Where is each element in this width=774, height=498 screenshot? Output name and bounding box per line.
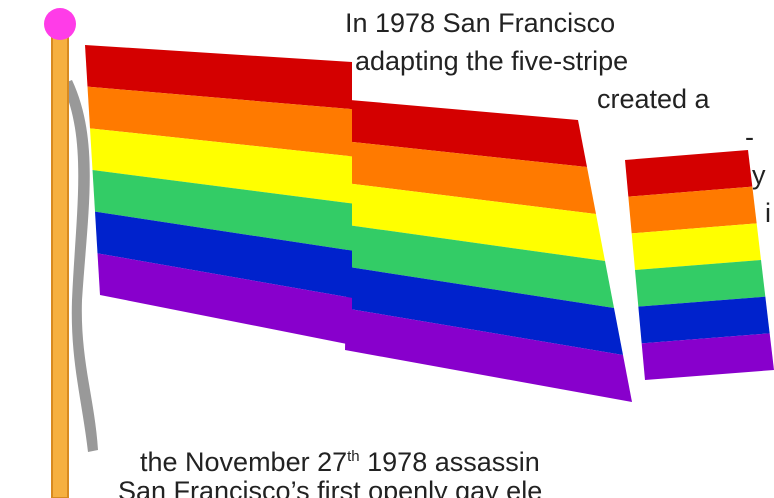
text-line: i	[765, 198, 771, 228]
text-line: -	[745, 122, 754, 152]
flag-pole	[52, 36, 68, 498]
text-line: San Francisco’s first openly gay ele	[118, 476, 542, 498]
text-line: In 1978 San Francisco	[345, 8, 615, 38]
screen: In 1978 San Francisco adapting the five-…	[0, 0, 774, 498]
text-line: the November 27th 1978 assassin	[140, 447, 540, 477]
text-line: created a	[597, 84, 711, 114]
text-part: the November 27	[140, 447, 347, 477]
text-line: y	[752, 160, 766, 190]
page: In 1978 San Francisco adapting the five-…	[0, 0, 774, 498]
text-line: adapting the five-stripe	[355, 46, 628, 76]
superscript: th	[347, 448, 360, 465]
text-part: 1978 assassin	[360, 447, 540, 477]
pole-ball	[44, 8, 76, 40]
